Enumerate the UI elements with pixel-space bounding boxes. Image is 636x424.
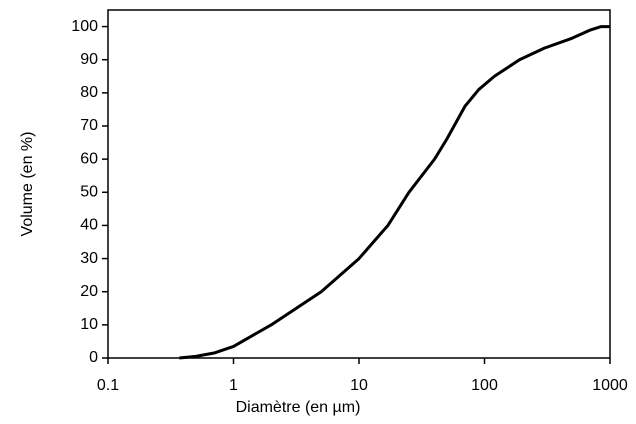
x-tick-label: 1 xyxy=(229,377,238,394)
y-tick-label: 70 xyxy=(80,117,98,134)
y-tick-label: 50 xyxy=(80,184,98,201)
y-tick-label: 20 xyxy=(80,283,98,300)
y-tick-label: 80 xyxy=(80,84,98,101)
y-tick-label: 40 xyxy=(80,217,98,234)
y-tick-label: 60 xyxy=(80,150,98,167)
y-tick-label: 0 xyxy=(89,349,98,366)
y-tick-label: 100 xyxy=(71,18,98,35)
y-tick-label: 10 xyxy=(80,316,98,333)
x-tick-label: 1000 xyxy=(592,377,628,394)
data-line xyxy=(179,25,610,360)
x-tick-label: 10 xyxy=(350,377,368,394)
x-tick-label: 0.1 xyxy=(97,377,119,394)
y-tick-label: 30 xyxy=(80,250,98,267)
plot-frame xyxy=(107,9,611,359)
x-axis-label: Diamètre (en µm) xyxy=(236,399,361,416)
x-tick-label: 100 xyxy=(471,377,498,394)
y-tick-label: 90 xyxy=(80,51,98,68)
y-axis-label: Volume (en %) xyxy=(19,132,36,237)
